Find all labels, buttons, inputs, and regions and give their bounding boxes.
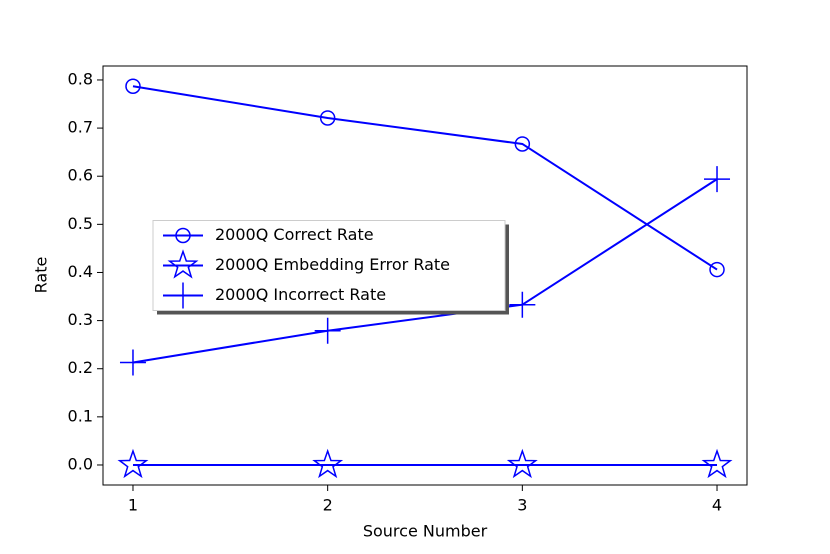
marker [312, 448, 344, 479]
x-tick-label: 1 [128, 496, 138, 515]
plot-frame [102, 65, 748, 486]
y-tick-label: 0.1 [68, 406, 93, 425]
y-tick-label: 0.5 [68, 214, 93, 233]
y-tick-label: 0.3 [68, 310, 93, 329]
marker [319, 110, 336, 126]
marker [701, 448, 733, 479]
series-line [132, 178, 718, 364]
y-tick-label: 0.6 [68, 166, 93, 185]
legend-marker [175, 227, 191, 244]
x-tick-label: 2 [323, 496, 333, 515]
y-axis-label: Rate [32, 257, 51, 294]
x-tick-label: 3 [517, 496, 527, 515]
legend-box [152, 220, 506, 311]
legend-label: 2000Q Embedding Error Rate [215, 255, 450, 274]
marker [125, 78, 141, 94]
legend-marker [170, 282, 196, 309]
marker [119, 349, 146, 376]
legend: 2000Q Correct Rate 2000Q Embedding Error … [152, 220, 509, 315]
x-axis-label: Source Number [363, 522, 488, 541]
marker [506, 448, 538, 479]
legend-marker [167, 249, 199, 279]
y-tick-label: 0.4 [68, 262, 93, 281]
y-tick-label: 0.2 [68, 358, 93, 377]
y-tick-label: 0.7 [68, 118, 93, 137]
y-tick-label: 0.8 [68, 69, 93, 88]
y-tick-label: 0.0 [68, 454, 93, 473]
series-line [132, 85, 718, 271]
marker [709, 261, 725, 278]
legend-label: 2000Q Correct Rate [215, 225, 374, 244]
marker [514, 136, 531, 152]
marker [704, 166, 731, 193]
marker [509, 291, 536, 318]
marker [314, 317, 341, 344]
x-tick-label: 4 [712, 496, 722, 515]
marker [117, 448, 149, 479]
legend-label: 2000Q Incorrect Rate [215, 285, 386, 304]
